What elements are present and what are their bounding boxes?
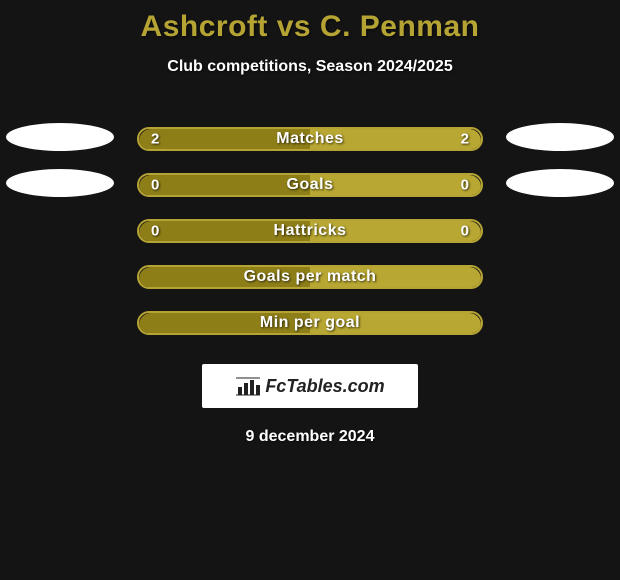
stat-bar: Goals 0 0 <box>137 173 483 197</box>
stat-value-right: 2 <box>461 131 469 148</box>
stat-row: Min per goal <box>0 300 620 346</box>
stat-row: Goals 0 0 <box>0 162 620 208</box>
stat-value-left: 0 <box>151 223 159 240</box>
bar-fill-left <box>139 175 310 197</box>
date-label: 9 december 2024 <box>0 428 620 446</box>
bars-icon <box>235 376 261 396</box>
stat-bar: Goals per match <box>137 265 483 289</box>
stat-bar: Matches 2 2 <box>137 127 483 151</box>
stat-value-right: 0 <box>461 177 469 194</box>
player-oval-right <box>506 169 614 197</box>
branding-text: FcTables.com <box>265 376 384 397</box>
stat-row: Goals per match <box>0 254 620 300</box>
stat-bar: Min per goal <box>137 311 483 335</box>
player-oval-left <box>6 169 114 197</box>
stat-row: Matches 2 2 <box>0 116 620 162</box>
page-title: Ashcroft vs C. Penman <box>0 0 620 44</box>
stat-label: Min per goal <box>260 314 360 332</box>
stat-rows: Matches 2 2 Goals 0 0 Hattricks 0 0 Goals per mat… <box>0 116 620 346</box>
bar-fill-right <box>310 175 481 197</box>
player-oval-right <box>506 123 614 151</box>
branding-box: FcTables.com <box>202 364 418 408</box>
stat-value-left: 0 <box>151 177 159 194</box>
player-oval-left <box>6 123 114 151</box>
stat-label: Hattricks <box>274 222 347 240</box>
stat-label: Goals per match <box>244 268 377 286</box>
comparison-infographic: Ashcroft vs C. Penman Club competitions,… <box>0 0 620 580</box>
page-subtitle: Club competitions, Season 2024/2025 <box>0 58 620 76</box>
stat-label: Goals <box>287 176 334 194</box>
stat-row: Hattricks 0 0 <box>0 208 620 254</box>
stat-bar: Hattricks 0 0 <box>137 219 483 243</box>
stat-label: Matches <box>276 130 344 148</box>
stat-value-left: 2 <box>151 131 159 148</box>
stat-value-right: 0 <box>461 223 469 240</box>
